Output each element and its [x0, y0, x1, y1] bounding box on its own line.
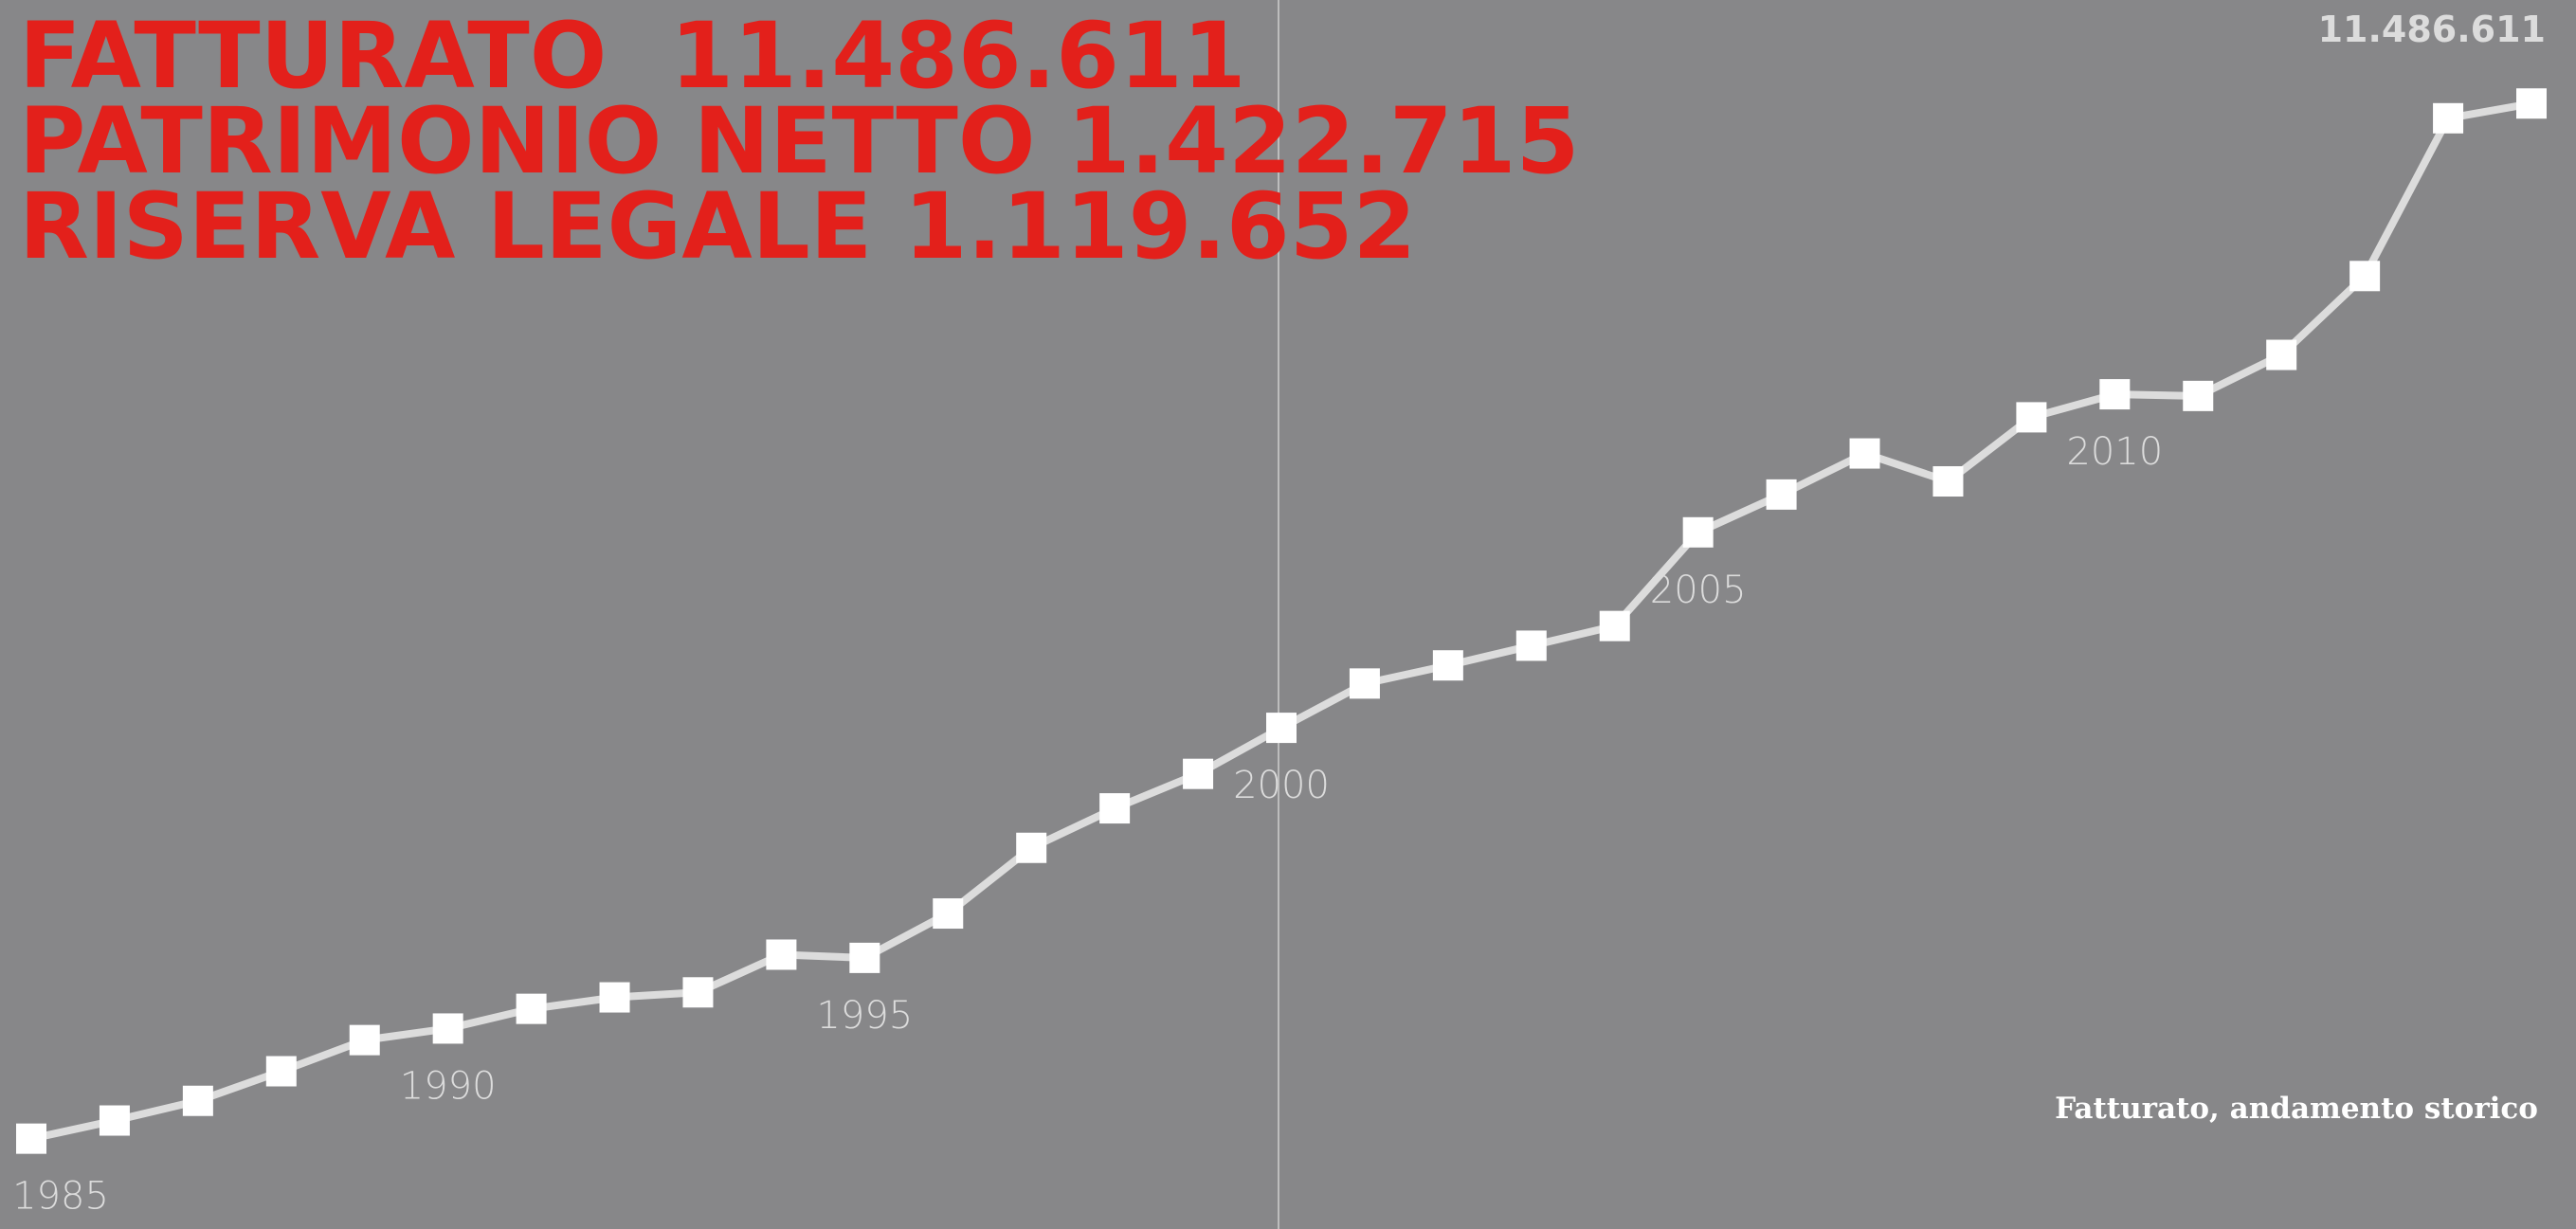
marker: [2266, 339, 2297, 371]
marker: [265, 1056, 297, 1087]
marker: [1599, 610, 1630, 642]
marker: [1183, 758, 1214, 789]
headline: RISERVA LEGALE 1.119.652: [19, 173, 1416, 280]
x-tick-label: 1990: [400, 1064, 497, 1108]
marker: [432, 1013, 463, 1044]
marker: [2099, 379, 2131, 410]
x-tick-label: 2000: [1233, 764, 1330, 807]
marker: [1849, 438, 1880, 469]
x-tick-label: 1985: [12, 1175, 109, 1219]
headline: PATRIMONIO NETTO 1.422.715: [19, 88, 1579, 194]
marker: [1266, 713, 1297, 744]
marker: [349, 1024, 380, 1056]
marker: [182, 1085, 213, 1116]
x-tick-label: 2010: [2066, 430, 2163, 474]
marker: [2016, 402, 2047, 433]
marker: [516, 993, 547, 1024]
marker: [1932, 466, 1964, 497]
caption: Fatturato, andamento storico: [2055, 1092, 2538, 1126]
marker: [1432, 650, 1463, 681]
marker: [1766, 479, 1797, 510]
marker: [1016, 832, 1047, 863]
marker: [599, 982, 630, 1013]
marker: [1515, 630, 1547, 661]
marker: [1349, 668, 1380, 699]
headline: FATTURATO 11.486.611: [19, 3, 1246, 109]
marker: [2349, 261, 2381, 292]
data-label: 11.486.611: [2318, 9, 2546, 50]
marker: [2516, 88, 2547, 119]
marker: [2433, 102, 2464, 134]
marker: [1682, 516, 1714, 548]
marker: [16, 1123, 46, 1154]
marker: [933, 898, 964, 930]
marker: [2183, 380, 2214, 411]
marker: [1099, 793, 1131, 824]
marker: [766, 939, 797, 970]
marker: [682, 977, 714, 1008]
x-tick-label: 1995: [816, 994, 913, 1038]
x-tick-label: 2005: [1650, 569, 1747, 612]
marker: [99, 1105, 130, 1136]
marker: [849, 942, 880, 973]
